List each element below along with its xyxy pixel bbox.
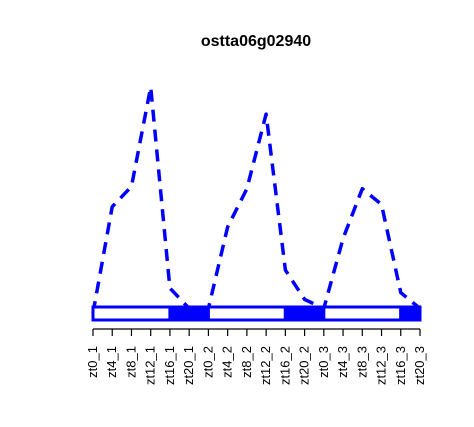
x-tick-label-zt16_3: zt16_3 [393, 346, 408, 385]
x-tick-label-zt20_2: zt20_2 [297, 346, 312, 385]
x-tick-label-zt20_1: zt20_1 [181, 346, 196, 385]
x-tick-label-zt4_3: zt4_3 [335, 346, 350, 378]
x-tick-label-zt12_3: zt12_3 [374, 346, 389, 385]
x-tick-label-zt16_1: zt16_1 [162, 346, 177, 385]
chart-title: ostta06g02940 [201, 33, 311, 50]
x-tick-label-zt0_3: zt0_3 [316, 346, 331, 378]
x-axis-ticks: zt0_1 zt4_1 zt8_1 zt12_1 zt16_1 zt20_1 zt0_2 zt… [85, 329, 427, 385]
x-tick-label-zt16_2: zt16_2 [277, 346, 292, 385]
plot-area [91, 85, 422, 314]
bar-segment-light-5 [322, 305, 403, 322]
x-tick-label-zt8_2: zt8_2 [239, 346, 254, 378]
x-tick-label-zt12_2: zt12_2 [258, 346, 273, 385]
bar-segment-light-3 [206, 305, 287, 322]
light-dark-bar [91, 305, 422, 322]
x-tick-label-zt4_2: zt4_2 [220, 346, 235, 378]
bar-segment-light-1 [91, 305, 172, 322]
x-tick-label-zt8_1: zt8_1 [123, 346, 138, 378]
bar-segment-dark-2 [168, 305, 210, 322]
x-tick-label-zt4_1: zt4_1 [104, 346, 119, 378]
x-tick-label-zt20_3: zt20_3 [412, 346, 427, 385]
series-line-1 [91, 85, 422, 314]
bar-outline [91, 305, 422, 322]
x-tick-label-zt0_1: zt0_1 [85, 346, 100, 378]
x-tick-label-zt8_3: zt8_3 [354, 346, 369, 378]
bar-segment-dark-6 [399, 305, 422, 322]
bar-segment-dark-4 [283, 305, 326, 322]
x-tick-label-zt0_2: zt0_2 [200, 346, 215, 378]
x-tick-label-zt12_1: zt12_1 [143, 346, 158, 385]
